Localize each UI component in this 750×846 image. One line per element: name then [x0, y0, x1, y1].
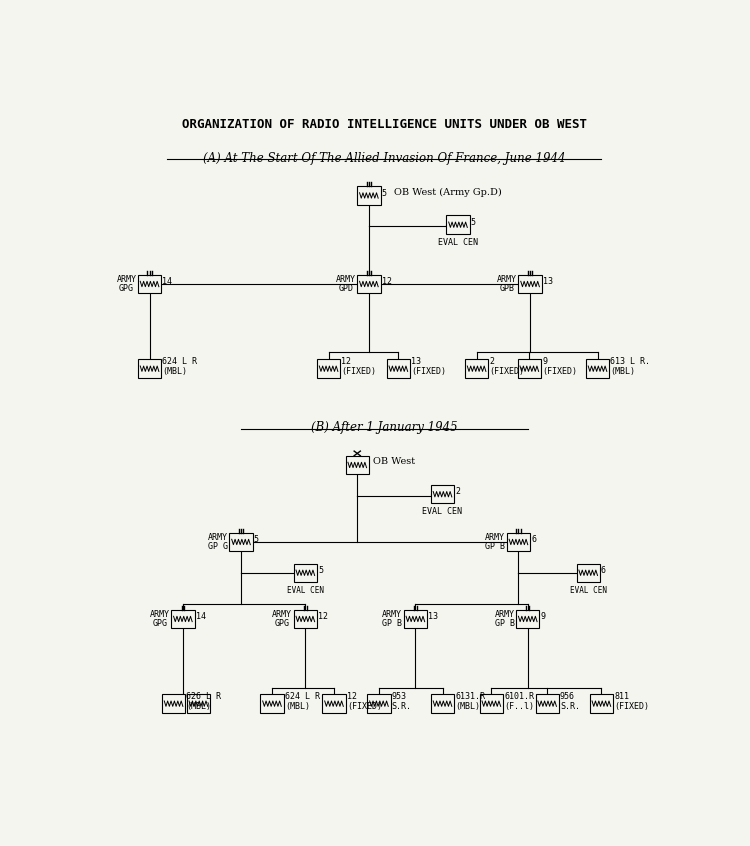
Bar: [518, 360, 541, 378]
Text: 12: 12: [318, 613, 328, 621]
Bar: [357, 186, 380, 205]
Text: 12
(FIXED): 12 (FIXED): [346, 692, 382, 711]
Text: ARMY
GPG: ARMY GPG: [150, 610, 170, 629]
Text: 5: 5: [471, 218, 476, 227]
Text: 6: 6: [531, 536, 536, 544]
Text: 953
S.R.: 953 S.R.: [392, 692, 412, 711]
Text: OB West: OB West: [373, 457, 415, 465]
Bar: [586, 360, 609, 378]
Text: EVAL CEN: EVAL CEN: [438, 238, 478, 247]
Bar: [430, 695, 454, 713]
Text: 6101.R
(F..l): 6101.R (F..l): [504, 692, 534, 711]
Text: 9
(FIXED): 9 (FIXED): [542, 357, 577, 376]
Text: (A) At The Start Of The Allied Invasion Of France, June 1944: (A) At The Start Of The Allied Invasion …: [203, 151, 566, 165]
Text: ARMY
GP G: ARMY GP G: [208, 533, 228, 552]
Bar: [590, 695, 613, 713]
Bar: [536, 695, 559, 713]
Bar: [430, 485, 454, 503]
Text: EVAL CEN: EVAL CEN: [570, 585, 607, 595]
Text: 12
(FIXED): 12 (FIXED): [341, 357, 376, 376]
Bar: [357, 275, 380, 294]
Text: EVAL CEN: EVAL CEN: [286, 585, 324, 595]
Text: ARMY
GPG: ARMY GPG: [116, 275, 136, 294]
Text: 6131.R
(MBL): 6131.R (MBL): [455, 692, 485, 711]
Text: ARMY
GPB: ARMY GPB: [497, 275, 517, 294]
Text: 956
S.R.: 956 S.R.: [560, 692, 580, 711]
Bar: [404, 610, 427, 629]
Bar: [446, 216, 470, 234]
Text: EVAL CEN: EVAL CEN: [422, 508, 463, 516]
Bar: [162, 695, 185, 713]
Bar: [368, 695, 391, 713]
Text: 13: 13: [428, 613, 438, 621]
Text: 2: 2: [455, 487, 460, 497]
Text: 6: 6: [601, 566, 606, 575]
Bar: [138, 360, 161, 378]
Text: 14: 14: [162, 277, 172, 286]
Bar: [387, 360, 410, 378]
Bar: [577, 563, 600, 582]
Text: 613 L R.
(MBL): 613 L R. (MBL): [610, 357, 650, 376]
Text: ORGANIZATION OF RADIO INTELLIGENCE UNITS UNDER OB WEST: ORGANIZATION OF RADIO INTELLIGENCE UNITS…: [182, 118, 586, 131]
Bar: [317, 360, 340, 378]
Bar: [171, 610, 194, 629]
Text: 9: 9: [541, 613, 545, 621]
Text: OB West (Army Gp.D): OB West (Army Gp.D): [394, 188, 502, 197]
Bar: [465, 360, 488, 378]
Bar: [260, 695, 284, 713]
Text: 626 L R
(MBL): 626 L R (MBL): [186, 692, 221, 711]
Text: ARMY
GPD: ARMY GPD: [336, 275, 356, 294]
Text: 2
(FIXED): 2 (FIXED): [490, 357, 524, 376]
Text: ARMY
GP B: ARMY GP B: [382, 610, 402, 629]
Bar: [480, 695, 503, 713]
Text: (B) After 1 January 1945: (B) After 1 January 1945: [311, 421, 458, 434]
Text: 624 L R
(MBL): 624 L R (MBL): [162, 357, 197, 376]
Text: 624 L R
(MBL): 624 L R (MBL): [285, 692, 320, 711]
Bar: [230, 533, 253, 552]
Bar: [322, 695, 346, 713]
Bar: [138, 275, 161, 294]
Text: 14: 14: [196, 613, 206, 621]
Text: 5: 5: [382, 189, 387, 198]
Text: ARMY
GPG: ARMY GPG: [272, 610, 292, 629]
Text: 5: 5: [254, 536, 259, 544]
Text: 12: 12: [382, 277, 392, 286]
Bar: [187, 695, 210, 713]
Bar: [346, 456, 369, 475]
Text: 13: 13: [543, 277, 553, 286]
Text: 13
(FIXED): 13 (FIXED): [411, 357, 446, 376]
Bar: [518, 275, 542, 294]
Bar: [294, 610, 317, 629]
Text: 811
(FIXED): 811 (FIXED): [614, 692, 650, 711]
Bar: [294, 563, 317, 582]
Text: ARMY
GP B: ARMY GP B: [494, 610, 514, 629]
Bar: [507, 533, 530, 552]
Text: 5: 5: [318, 566, 323, 575]
Text: ARMY
GP B: ARMY GP B: [485, 533, 506, 552]
Bar: [516, 610, 539, 629]
